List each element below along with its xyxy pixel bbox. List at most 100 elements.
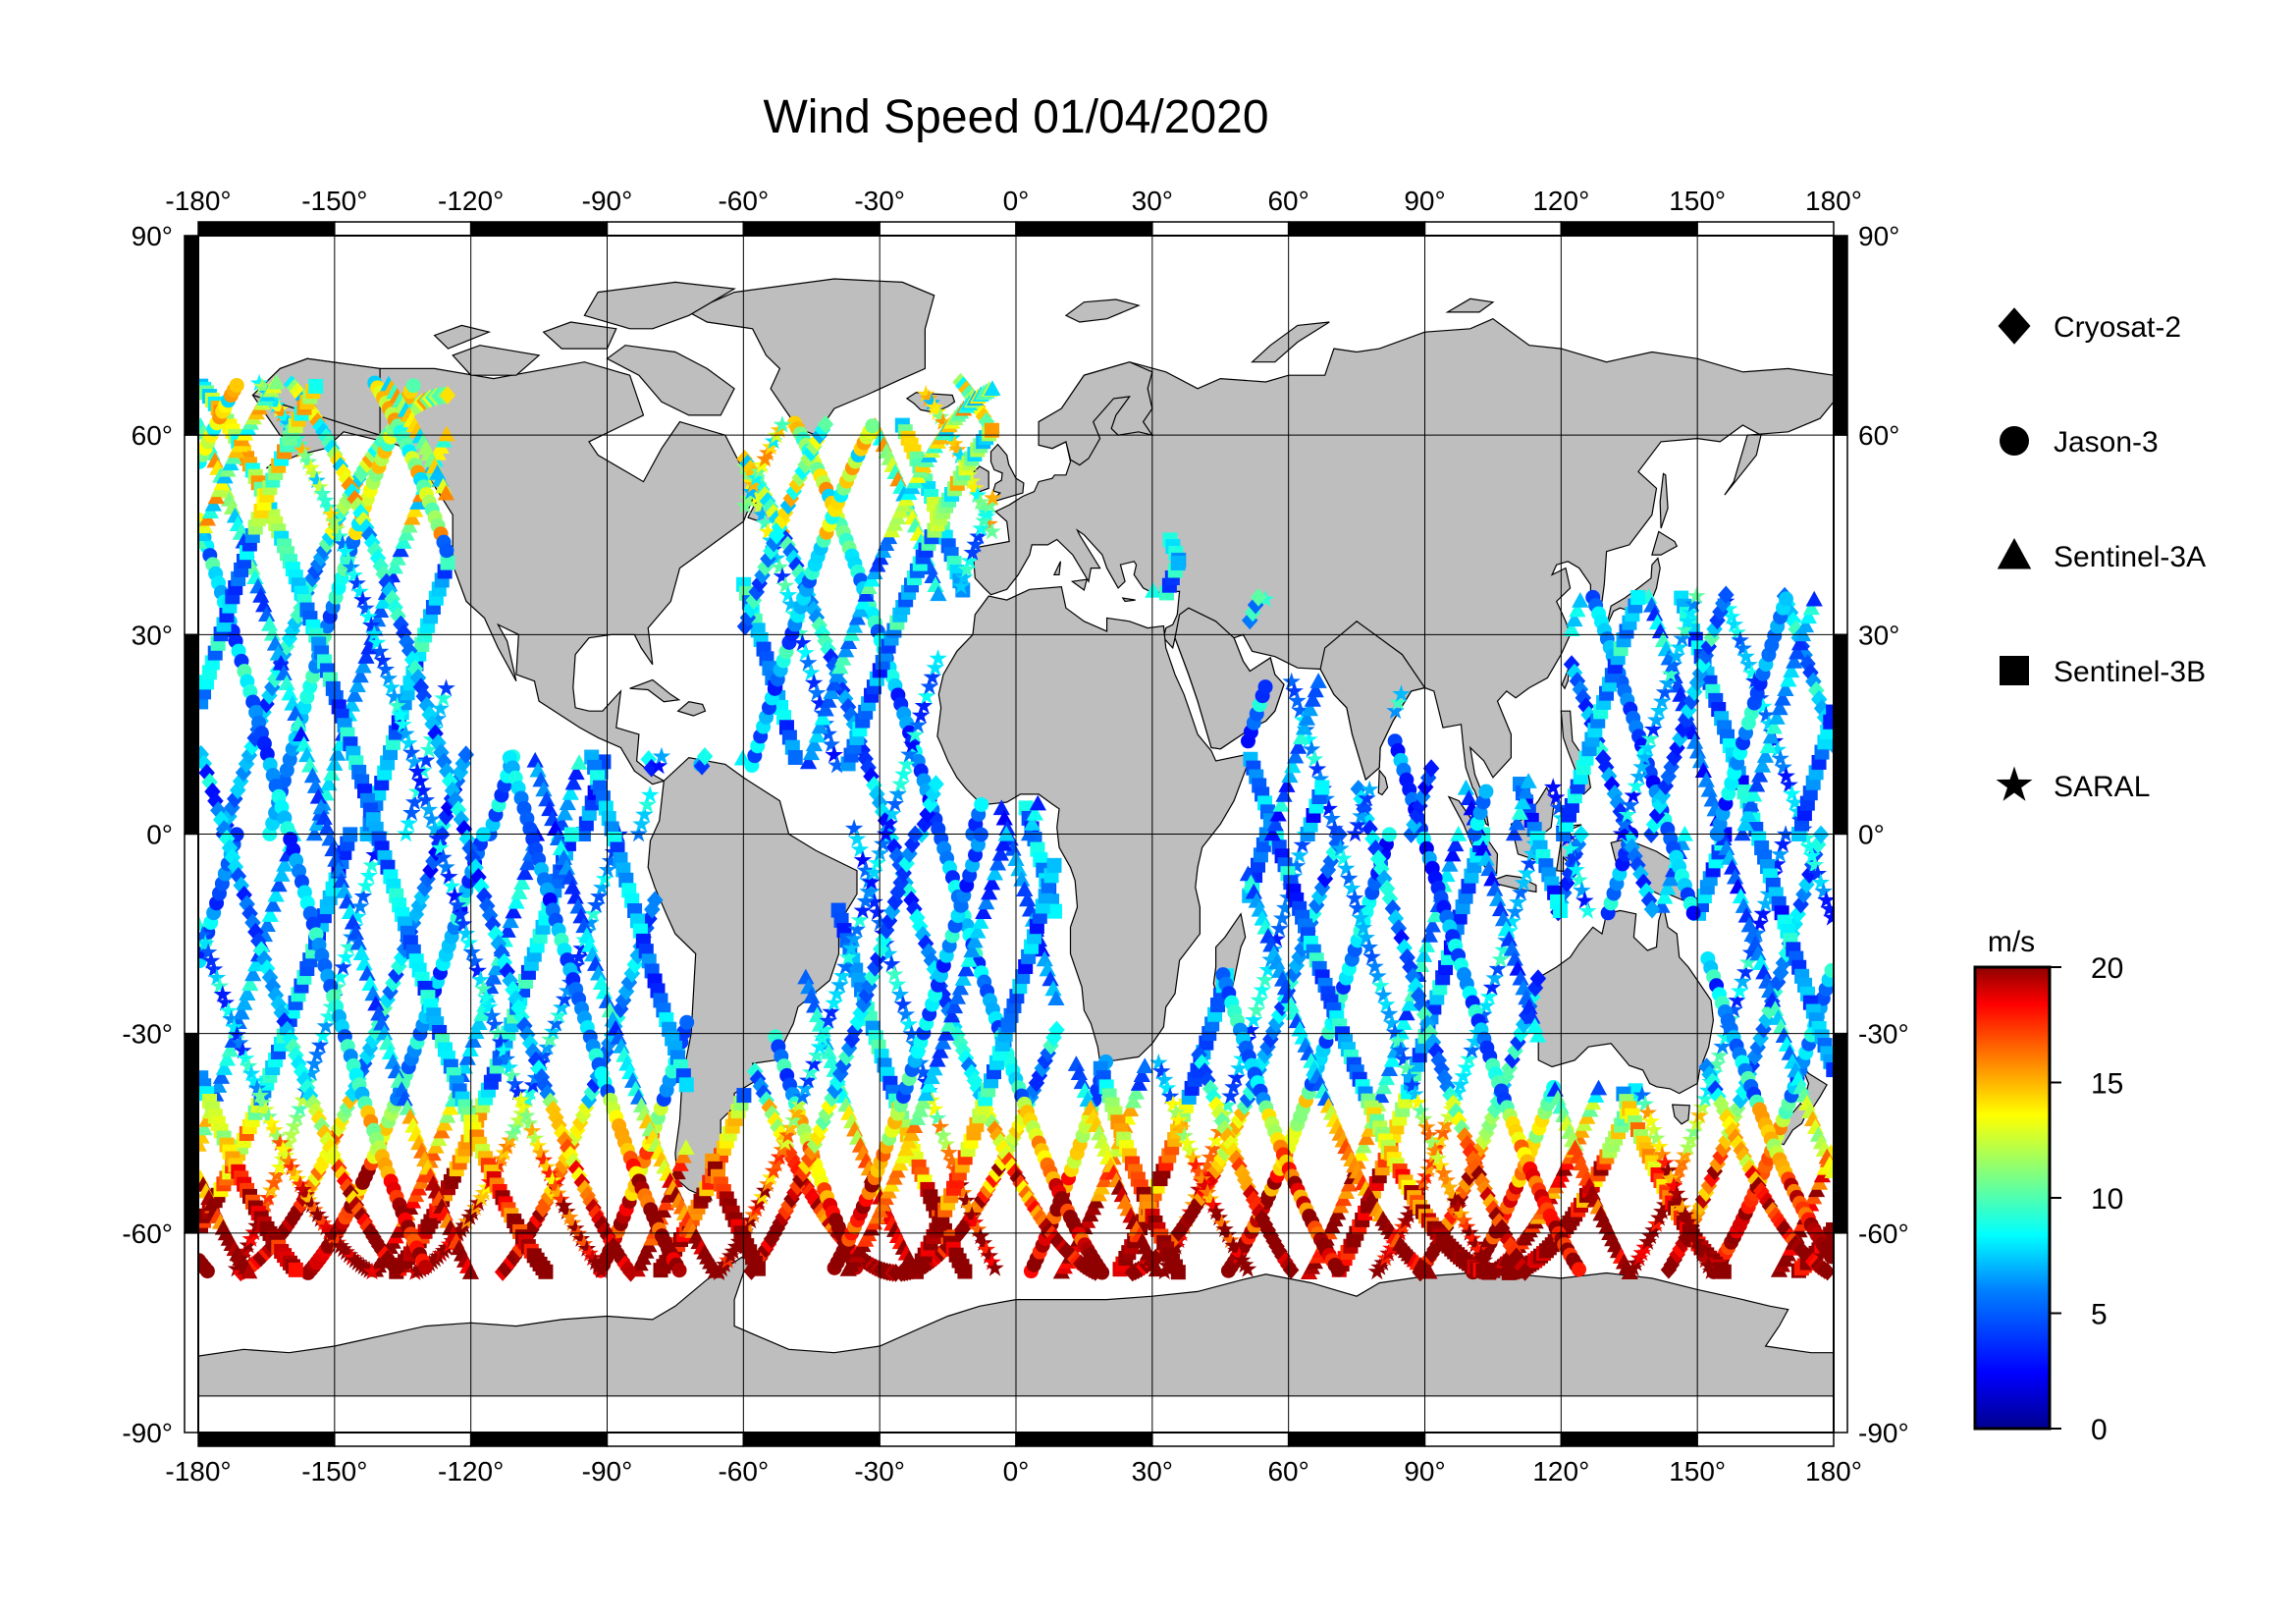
lon-tick-label-top: 0° <box>1003 186 1030 216</box>
lon-tick-label-bottom: -30° <box>854 1456 905 1487</box>
frame-segment <box>742 221 881 237</box>
lat-tick-label-left: 0° <box>146 820 173 850</box>
land-cuba <box>629 678 681 703</box>
track-triangle <box>198 417 1589 1279</box>
frame-segment <box>606 1432 745 1447</box>
lat-tick-label-right: 60° <box>1858 420 1899 451</box>
land-italy-sicily <box>1070 578 1089 592</box>
track-square <box>198 378 1834 1279</box>
track-square <box>840 422 1733 1280</box>
land-novaya-zemlya <box>1251 321 1330 363</box>
lon-tick-label-bottom: 120° <box>1532 1456 1589 1487</box>
satellite-tracks <box>198 372 1834 1282</box>
colorbar-gradient <box>1973 965 2052 1431</box>
tick-labels: -180° -180° -150° -150° -120° -120° -90° -90° -6… <box>122 186 1908 1487</box>
land-hispaniola <box>676 701 707 717</box>
land-scandinavia-fill <box>1038 361 1154 466</box>
legend-label: Jason-3 <box>2054 426 2159 459</box>
land-severnaya <box>1445 298 1495 313</box>
lon-tick-label-top: 150° <box>1669 186 1726 216</box>
frame-segment <box>879 221 1017 237</box>
land-eurasia <box>972 318 1834 827</box>
frame-segment <box>606 221 745 237</box>
land-sardinia <box>1052 561 1061 576</box>
lon-tick-label-top: -30° <box>854 186 905 216</box>
frame-segment <box>184 833 199 1035</box>
track-star <box>249 373 1706 1281</box>
frame-segment <box>1833 633 1848 836</box>
track-diamond <box>283 375 1735 1282</box>
lon-tick-label-top: 60° <box>1267 186 1308 216</box>
lon-tick-label-top: -150° <box>301 186 367 216</box>
legend-label: Cryosat-2 <box>2054 311 2181 344</box>
map-area: -180° -180° -150° -150° -120° -120° -90° -90° -6… <box>122 186 1908 1487</box>
frame-segment <box>1833 1032 1848 1234</box>
lon-tick-label-bottom: 90° <box>1404 1456 1445 1487</box>
colorbar-tick-label: 10 <box>2091 1183 2123 1216</box>
land-africa <box>936 585 1249 1063</box>
frame-segment <box>469 221 609 237</box>
colorbar-unit: m/s <box>1988 926 2035 958</box>
frame-segment <box>1151 1432 1290 1447</box>
frame-segment <box>1151 221 1290 237</box>
legend-label: SARAL <box>2054 771 2150 803</box>
frame-segment <box>1696 1432 1835 1447</box>
frame-segment <box>197 221 336 237</box>
frame-segment <box>334 221 472 237</box>
frame-segment <box>1833 1232 1848 1434</box>
track-triangle <box>198 373 1823 1278</box>
frame-segment <box>1015 1432 1153 1447</box>
frame-segment <box>1696 221 1835 237</box>
lat-tick-label-right: 30° <box>1858 620 1899 650</box>
lon-tick-label-bottom: -180° <box>165 1456 231 1487</box>
frame-segment <box>197 1432 336 1447</box>
legend-item-sentinel-3a: Sentinel-3A <box>1997 538 2206 573</box>
square-marker-icon <box>2000 656 2029 685</box>
lon-tick-label-bottom: -90° <box>582 1456 633 1487</box>
map-border <box>197 235 1835 1434</box>
lat-tick-label-left: -30° <box>122 1019 173 1050</box>
legend-item-cryosat-2: Cryosat-2 <box>1998 307 2181 345</box>
frame-segment <box>1423 221 1563 237</box>
frame-segment <box>334 1432 472 1447</box>
lon-tick-label-bottom: 180° <box>1805 1456 1862 1487</box>
lon-tick-label-bottom: -120° <box>438 1456 504 1487</box>
lon-tick-label-top: -60° <box>718 186 769 216</box>
land-south-america <box>647 756 858 1202</box>
land-ellesmere <box>583 281 736 330</box>
chart-title: Wind Speed 01/04/2020 <box>763 91 1269 143</box>
lat-tick-label-left: 60° <box>132 420 173 451</box>
track-square <box>198 378 1646 1279</box>
map-frame <box>184 221 1848 1447</box>
land-sakhalin <box>1659 472 1669 529</box>
land-tasmania <box>1671 1104 1690 1125</box>
lon-tick-label-bottom: -150° <box>301 1456 367 1487</box>
frame-segment <box>1833 833 1848 1035</box>
frame-segment <box>1423 1432 1563 1447</box>
legend-item-jason-3: Jason-3 <box>2000 426 2159 459</box>
legend-item-saral: SARAL <box>1996 766 2150 803</box>
frame-segment <box>1287 221 1426 237</box>
lon-tick-label-bottom: 60° <box>1267 1456 1308 1487</box>
land-india-fix <box>1319 621 1426 782</box>
frame-segment <box>184 1232 199 1434</box>
colorbar-tick-label: 5 <box>2091 1299 2108 1331</box>
lat-tick-label-right: -30° <box>1858 1019 1909 1050</box>
lon-tick-label-top: -180° <box>165 186 231 216</box>
lat-tick-label-left: -90° <box>122 1418 173 1448</box>
colorbar: m/s 20 15 10 5 0 <box>1973 926 2123 1446</box>
land-hokkaido <box>1651 530 1679 556</box>
lat-tick-label-right: 90° <box>1858 221 1899 251</box>
lon-tick-label-bottom: 0° <box>1003 1456 1030 1487</box>
lon-tick-label-bottom: 30° <box>1132 1456 1173 1487</box>
lat-tick-label-left: 90° <box>132 221 173 251</box>
frame-segment <box>1560 221 1698 237</box>
lat-tick-label-right: 0° <box>1858 820 1885 850</box>
lon-tick-label-bottom: 150° <box>1669 1456 1726 1487</box>
diamond-marker-icon <box>1998 307 2031 345</box>
frame-segment <box>469 1432 609 1447</box>
colorbar-tick-label: 20 <box>2091 952 2123 985</box>
lat-tick-label-right: -90° <box>1858 1418 1909 1448</box>
frame-segment <box>184 1032 199 1234</box>
land-greece-crete <box>1121 597 1136 603</box>
